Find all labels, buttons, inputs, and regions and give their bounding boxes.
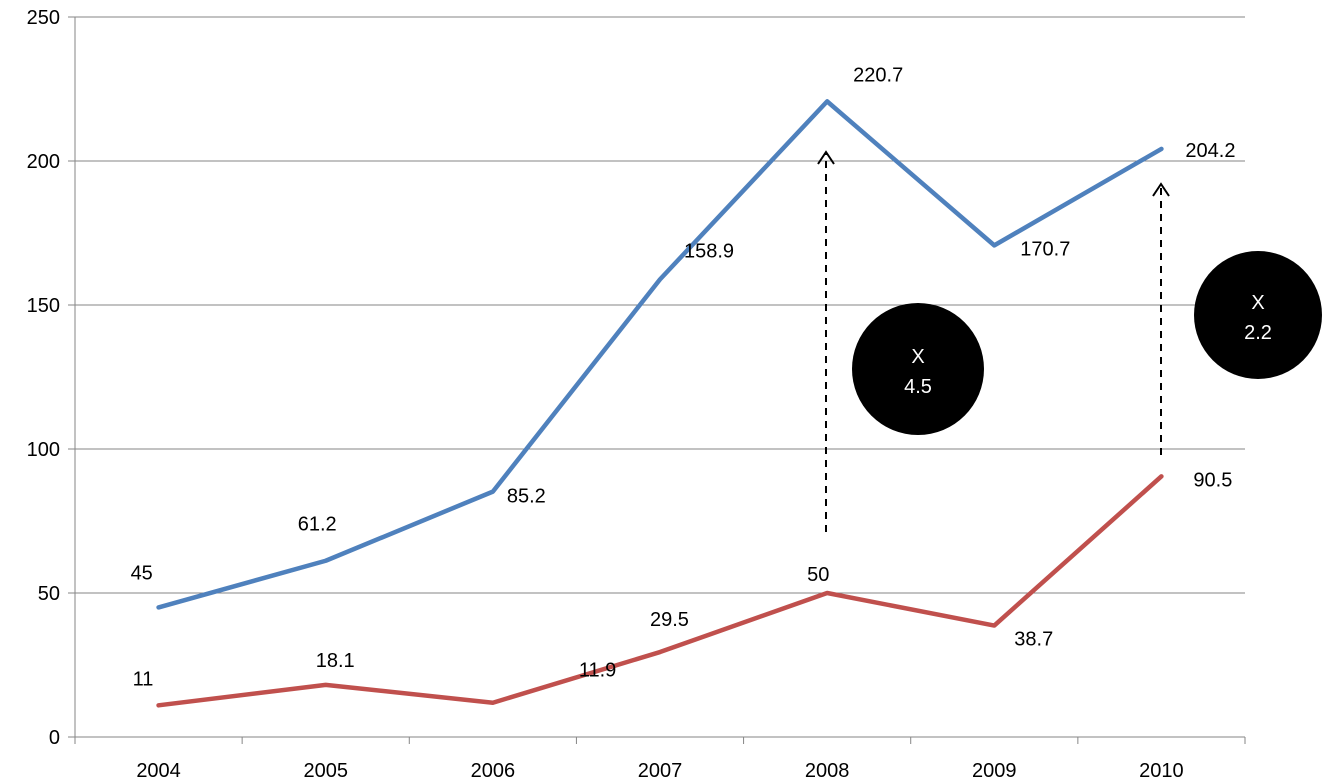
data-label: 204.2 <box>1185 140 1235 162</box>
ratio-badges: X 4.5 X 2.2 <box>852 251 1322 435</box>
data-label: 90.5 <box>1193 469 1232 491</box>
x-tick-label: 2005 <box>303 760 348 782</box>
y-tick-label: 250 <box>27 7 60 29</box>
data-label: 61.2 <box>298 514 337 536</box>
y-tick-label: 100 <box>27 439 60 461</box>
series-group <box>156 99 1164 708</box>
arrowhead <box>1152 182 1170 197</box>
ratio-badge <box>1194 251 1322 379</box>
x-axis-ticks: 2004 2005 2006 2007 2008 2009 2010 <box>74 737 1246 782</box>
x-tick-label: 2006 <box>471 760 516 782</box>
series-line-2 <box>156 474 1164 708</box>
y-tick-label: 150 <box>27 295 60 317</box>
data-label: 11 <box>133 668 154 690</box>
ratio-badge-symbol: X <box>1251 292 1264 314</box>
ratio-badge-value: 2.2 <box>1244 322 1272 344</box>
comparison-arrows <box>817 150 1170 532</box>
y-tick-label: 0 <box>49 727 60 749</box>
x-tick-label: 2004 <box>136 760 181 782</box>
data-label: 29.5 <box>650 609 689 631</box>
ratio-badge <box>852 303 984 435</box>
x-tick-label: 2010 <box>1139 760 1184 782</box>
data-label: 85.2 <box>507 486 546 508</box>
data-label: 50 <box>807 564 829 586</box>
axes <box>74 17 1245 738</box>
y-tick-label: 200 <box>27 151 60 173</box>
ratio-badge-value: 4.5 <box>904 376 932 398</box>
x-tick-label: 2009 <box>972 760 1017 782</box>
data-label: 220.7 <box>853 64 903 86</box>
data-label: 45 <box>131 562 153 584</box>
series-line-1 <box>156 99 1164 610</box>
data-label: 18.1 <box>316 650 355 672</box>
x-tick-label: 2007 <box>638 760 683 782</box>
gridlines <box>75 16 1245 594</box>
y-tick-label: 50 <box>38 583 60 605</box>
ratio-badge-symbol: X <box>911 346 924 368</box>
data-labels: 45 61.2 85.2 158.9 220.7 170.7 204.2 11 18.1 11.9… <box>131 64 1236 690</box>
data-label: 170.7 <box>1020 238 1070 260</box>
data-label: 11.9 <box>579 660 616 682</box>
x-tick-label: 2008 <box>805 760 850 782</box>
data-label: 158.9 <box>684 240 734 262</box>
data-label: 38.7 <box>1014 629 1053 651</box>
arrowhead <box>817 150 835 165</box>
y-axis-ticks: 0 50 100 150 200 250 <box>27 7 75 749</box>
